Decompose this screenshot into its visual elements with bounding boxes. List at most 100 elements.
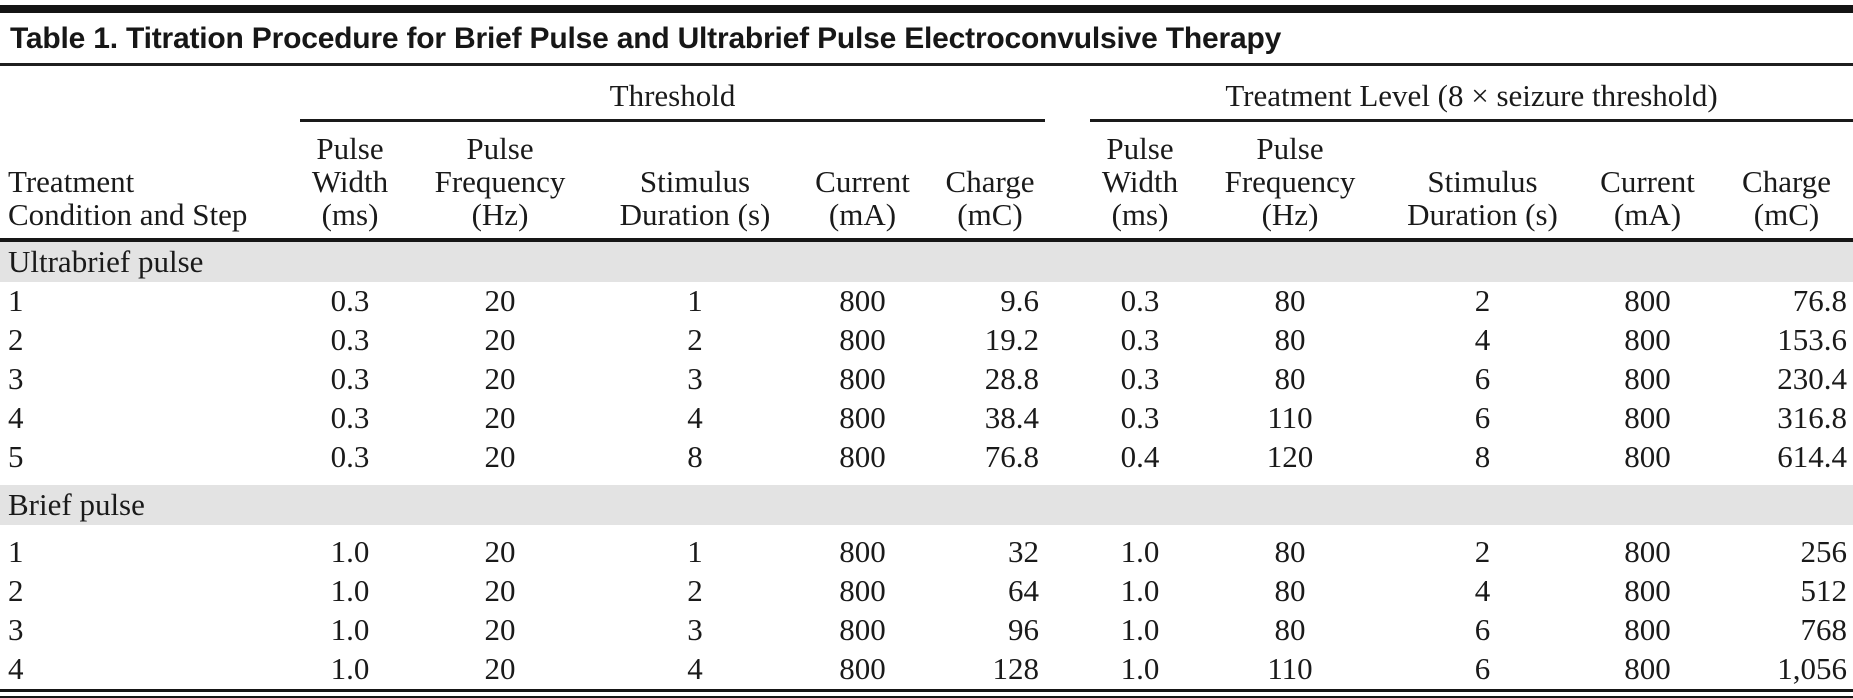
table-cell: 1 xyxy=(8,534,24,570)
table-cell: 1.0 xyxy=(1120,534,1160,570)
table-cell: 800 xyxy=(839,400,886,436)
table-cell: 800 xyxy=(1624,400,1671,436)
table-cell: 6 xyxy=(1474,651,1491,687)
table-cell: 230.4 xyxy=(1777,361,1848,397)
group-header-treatment-level: Treatment Level (8 × seizure threshold) xyxy=(1090,65,1853,122)
table-cell: 20 xyxy=(484,361,516,397)
table-cell-gap xyxy=(1045,399,1090,438)
title-rule xyxy=(0,62,1853,66)
table-cell: 2 xyxy=(1474,283,1491,319)
stub-spacer xyxy=(0,66,300,121)
table-cell: 800 xyxy=(1624,361,1671,397)
table-cell: 20 xyxy=(484,534,516,570)
column-header: Charge (mC) xyxy=(1720,120,1853,242)
table-cell: 0.3 xyxy=(1120,361,1160,397)
table-cell-gap xyxy=(1045,572,1090,611)
table-cell: 0.3 xyxy=(1120,322,1160,358)
table-row: 4 1.0 20 4 800 128 1.0 110 6 800 1,056 xyxy=(0,650,1853,689)
table-cell: 2 xyxy=(1474,534,1491,570)
table-cell: 1,056 xyxy=(1777,651,1848,687)
table-cell: 76.8 xyxy=(1792,283,1848,319)
table-cell: 4 xyxy=(8,400,24,436)
table-cell: 800 xyxy=(839,534,886,570)
table-cell: 80 xyxy=(1274,573,1306,609)
column-header: Stimulus Duration (s) xyxy=(1390,120,1575,242)
table-cell: 800 xyxy=(839,573,886,609)
table-cell: 800 xyxy=(1624,573,1671,609)
section-header-ultrabrief: Ultrabrief pulse xyxy=(0,239,1853,282)
table-cell: 800 xyxy=(839,651,886,687)
table-cell: 800 xyxy=(1624,612,1671,648)
column-header: Pulse Frequency (Hz) xyxy=(400,120,600,242)
table-cell-gap xyxy=(1045,650,1090,689)
table-cell: 110 xyxy=(1267,400,1313,436)
column-header: Pulse Width (ms) xyxy=(300,120,400,242)
table-row: 2 0.3 20 2 800 19.2 0.3 80 4 800 153.6 xyxy=(0,321,1853,360)
table-cell: 1.0 xyxy=(330,534,370,570)
table-cell-gap xyxy=(1045,533,1090,572)
column-header: Stimulus Duration (s) xyxy=(600,120,790,242)
table-cell: 9.6 xyxy=(1000,283,1039,319)
table-cell: 3 xyxy=(8,361,24,397)
table-cell: 0.3 xyxy=(330,283,370,319)
table-row: 1 0.3 20 1 800 9.6 0.3 80 2 800 76.8 xyxy=(0,282,1853,321)
table-cell: 800 xyxy=(1624,651,1671,687)
table-cell: 80 xyxy=(1274,361,1306,397)
table-cell: 800 xyxy=(1624,439,1671,475)
table-cell: 3 xyxy=(687,612,703,648)
table-cell: 1.0 xyxy=(1120,612,1160,648)
table-cell: 2 xyxy=(8,322,24,358)
table-cell: 2 xyxy=(687,573,703,609)
section-header-brief: Brief pulse xyxy=(0,484,1853,525)
table-cell: 1.0 xyxy=(330,573,370,609)
table-cell: 1 xyxy=(8,283,24,319)
table-cell: 512 xyxy=(1800,573,1848,609)
table-cell: 1.0 xyxy=(330,651,370,687)
table-row: 3 1.0 20 3 800 96 1.0 80 6 800 768 xyxy=(0,611,1853,650)
table-cell: 20 xyxy=(484,651,516,687)
table-cell: 0.3 xyxy=(1120,400,1160,436)
table-cell: 4 xyxy=(8,651,24,687)
table-cell: 4 xyxy=(1474,322,1491,358)
table-cell: 256 xyxy=(1800,534,1848,570)
table-cell: 6 xyxy=(1474,612,1491,648)
table-cell: 8 xyxy=(687,439,703,475)
table-cell: 614.4 xyxy=(1777,439,1848,475)
table-cell: 28.8 xyxy=(984,361,1039,397)
column-header: Pulse Width (ms) xyxy=(1090,120,1190,242)
table-bottom-rule xyxy=(0,688,1853,698)
table-row: 1 1.0 20 1 800 32 1.0 80 2 800 256 xyxy=(0,533,1853,572)
paper-table-figure: Table 1. Titration Procedure for Brief P… xyxy=(0,5,1853,698)
column-header-row: Treatment Condition and Step Pulse Width… xyxy=(0,120,1853,242)
table-row: 2 1.0 20 2 800 64 1.0 80 4 800 512 xyxy=(0,572,1853,611)
table-cell: 80 xyxy=(1274,322,1306,358)
table-cell: 5 xyxy=(8,439,24,475)
section-header-label: Ultrabrief pulse xyxy=(0,239,1853,282)
group-header-threshold: Threshold xyxy=(300,65,1045,122)
group-gap xyxy=(1045,66,1090,121)
table-cell-gap xyxy=(1045,360,1090,399)
table-cell: 20 xyxy=(484,283,516,319)
table-cell: 80 xyxy=(1274,534,1306,570)
table-cell: 4 xyxy=(1474,573,1491,609)
table-cell: 316.8 xyxy=(1777,400,1848,436)
table-cell: 800 xyxy=(1624,283,1671,319)
table-cell: 96 xyxy=(1008,612,1039,648)
table-cell: 1 xyxy=(687,283,703,319)
table-cell: 800 xyxy=(1624,322,1671,358)
table-cell: 20 xyxy=(484,400,516,436)
table-cell: 1.0 xyxy=(1120,573,1160,609)
table-cell: 800 xyxy=(839,612,886,648)
table-cell: 76.8 xyxy=(984,439,1039,475)
table-cell: 0.3 xyxy=(330,439,370,475)
table-cell: 1.0 xyxy=(1120,651,1160,687)
table-cell: 800 xyxy=(839,283,886,319)
table-cell: 0.4 xyxy=(1120,439,1160,475)
column-header: Charge (mC) xyxy=(935,120,1045,242)
table-cell: 0.3 xyxy=(330,361,370,397)
table-cell: 3 xyxy=(687,361,703,397)
table-row: 5 0.3 20 8 800 76.8 0.4 120 8 800 614.4 xyxy=(0,438,1853,477)
table-cell: 4 xyxy=(687,651,703,687)
table-cell-gap xyxy=(1045,611,1090,650)
table-cell: 80 xyxy=(1274,612,1306,648)
